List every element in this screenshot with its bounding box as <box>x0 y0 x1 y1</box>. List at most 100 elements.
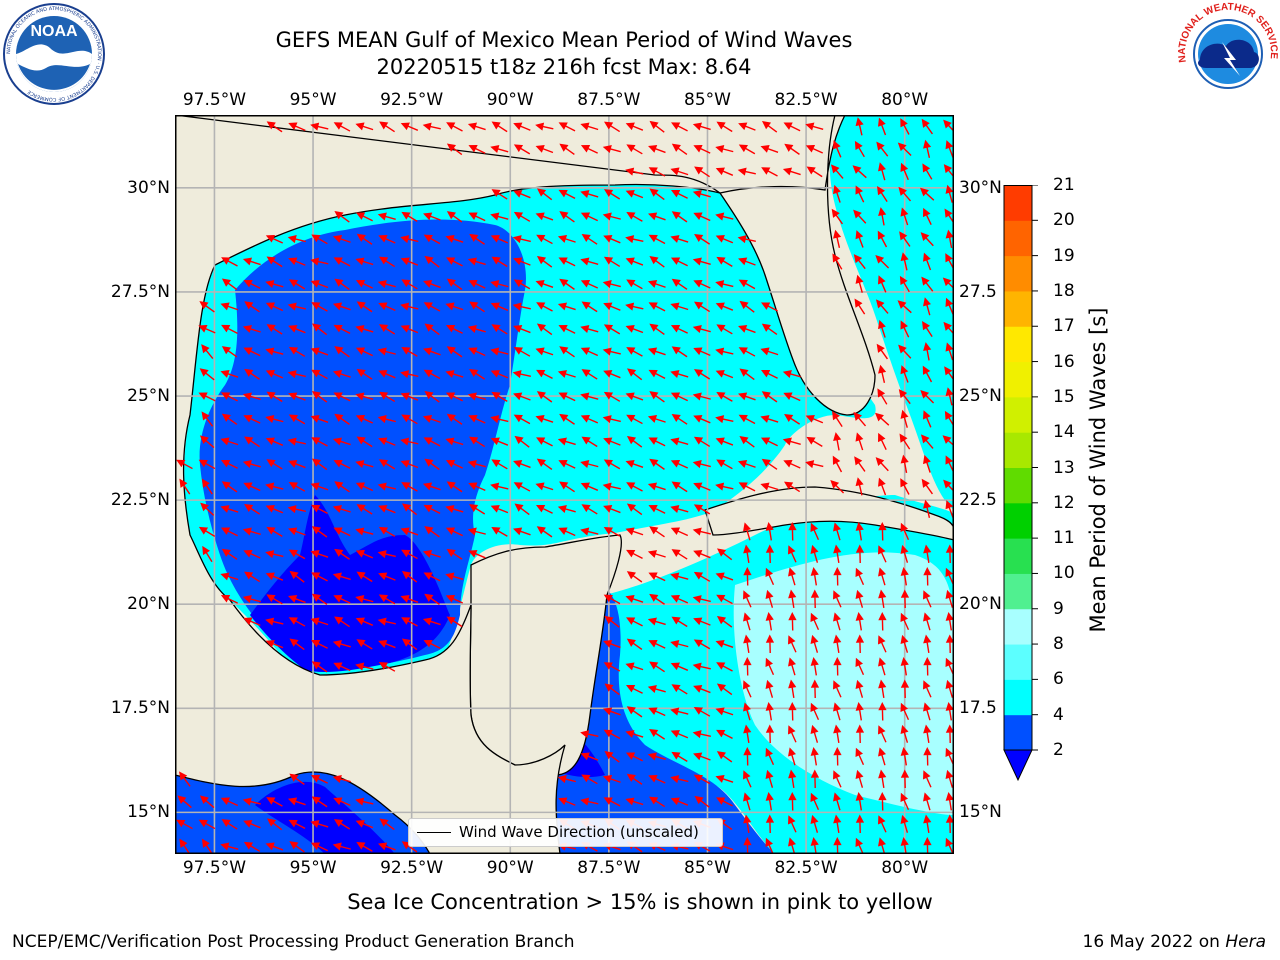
wind-wave-arrow <box>761 458 778 470</box>
wind-wave-arrow <box>221 481 238 493</box>
wind-wave-arrow <box>467 527 486 536</box>
wind-wave-arrow <box>445 505 464 513</box>
wind-wave-arrow <box>900 454 909 473</box>
wind-wave-arrow <box>287 437 306 446</box>
wind-wave-arrow <box>265 842 284 851</box>
wind-wave-arrow <box>266 459 283 470</box>
wind-wave-arrow <box>311 572 328 582</box>
wind-wave-arrow <box>693 482 711 491</box>
wind-wave-arrow <box>625 167 644 176</box>
wind-wave-arrow <box>603 324 621 335</box>
wind-wave-arrow <box>536 323 553 336</box>
wind-wave-arrow <box>355 819 374 829</box>
wind-wave-arrow <box>445 370 464 378</box>
wind-wave-arrow <box>855 117 864 136</box>
wind-wave-arrow <box>536 369 553 380</box>
wind-wave-arrow <box>855 612 864 631</box>
wind-wave-arrow <box>716 729 733 740</box>
wind-wave-arrow <box>855 477 864 496</box>
wind-wave-arrow <box>377 550 396 559</box>
wind-wave-arrow <box>424 593 440 605</box>
wind-wave-arrow <box>537 188 553 201</box>
lon-tick-label: 85°W <box>684 858 731 878</box>
wind-wave-arrow <box>833 634 842 654</box>
wind-wave-arrow <box>739 436 755 448</box>
wind-wave-arrow <box>761 302 778 312</box>
wind-wave-arrow <box>602 415 621 424</box>
wind-wave-arrow <box>266 526 283 537</box>
wind-wave-arrow <box>671 616 688 628</box>
wind-wave-arrow <box>900 747 909 766</box>
wind-wave-arrow <box>715 212 734 221</box>
wind-wave-arrow <box>513 257 531 266</box>
wind-wave-arrow <box>536 391 553 403</box>
wind-wave-arrow <box>423 572 441 582</box>
wind-wave-arrow <box>424 458 440 471</box>
gulf-water-darkblue <box>250 495 450 673</box>
wind-wave-arrow <box>923 792 931 811</box>
wind-wave-arrow <box>743 656 752 676</box>
wind-wave-arrow <box>424 526 440 538</box>
wind-wave-arrow <box>877 432 887 450</box>
wind-wave-arrow <box>743 814 752 834</box>
wind-wave-arrow <box>899 275 910 293</box>
wind-wave-arrow <box>265 504 284 514</box>
wind-wave-arrow <box>625 730 644 738</box>
wind-wave-arrow <box>198 392 216 402</box>
wind-wave-arrow <box>761 120 778 133</box>
wind-wave-arrow <box>334 346 350 358</box>
wind-wave-arrow <box>716 594 733 605</box>
wind-wave-arrow <box>693 347 711 357</box>
wind-wave-arrow <box>875 457 889 472</box>
wind-wave-arrow <box>760 415 779 423</box>
wind-wave-arrow <box>558 189 576 199</box>
wind-wave-arrow <box>923 746 932 766</box>
wind-wave-arrow <box>715 572 734 581</box>
wind-wave-arrow <box>558 257 576 267</box>
wind-wave-arrow <box>877 186 888 203</box>
wind-wave-arrow <box>423 639 441 649</box>
wind-wave-arrow <box>445 235 464 243</box>
wind-wave-arrow <box>310 842 328 852</box>
wind-wave-arrow <box>424 323 440 336</box>
wind-wave-arrow <box>333 819 351 830</box>
wind-wave-arrow <box>513 414 531 425</box>
wind-wave-arrow <box>558 797 576 806</box>
colorbar <box>1003 185 1038 782</box>
colorbar-tick-label: 8 <box>1053 634 1064 655</box>
wind-wave-arrow <box>626 482 643 492</box>
wind-wave-arrow <box>378 572 396 581</box>
wind-wave-arrow <box>738 414 756 425</box>
wind-wave-arrow <box>671 549 688 560</box>
wind-wave-arrow <box>693 436 711 448</box>
wind-wave-arrow <box>602 347 621 356</box>
wind-wave-arrow <box>201 411 214 427</box>
lat-tick-label: 22.5°N <box>110 490 170 511</box>
wind-wave-arrow <box>198 324 216 334</box>
colorbar-tick-label: 12 <box>1053 492 1075 513</box>
wind-wave-arrow <box>852 165 867 179</box>
wind-wave-arrow <box>377 280 396 289</box>
wind-wave-arrow <box>900 702 910 721</box>
wind-wave-arrow <box>355 414 374 424</box>
wind-wave-arrow <box>897 300 912 314</box>
wind-wave-arrow <box>423 234 441 245</box>
wind-wave-arrow <box>945 544 954 564</box>
lon-tick-label: 85°W <box>684 90 731 110</box>
wind-wave-arrow <box>878 701 887 721</box>
wind-wave-arrow <box>833 814 842 834</box>
wind-wave-arrow <box>445 392 463 402</box>
legend: Wind Wave Direction (unscaled) <box>408 818 723 847</box>
wind-wave-arrow <box>491 256 508 268</box>
wind-wave-arrow <box>334 278 350 291</box>
wind-wave-arrow <box>491 324 508 335</box>
wind-wave-arrow <box>945 724 954 744</box>
wind-wave-arrow <box>670 797 689 806</box>
wind-wave-arrow <box>878 679 887 699</box>
wind-wave-arrow <box>557 235 576 243</box>
lat-tick-label: 25°N <box>959 386 1002 407</box>
wind-wave-arrow <box>535 347 554 356</box>
wind-wave-arrow <box>221 257 238 267</box>
wind-wave-arrow <box>760 437 778 447</box>
lon-tick-label: 92.5°W <box>380 858 444 878</box>
